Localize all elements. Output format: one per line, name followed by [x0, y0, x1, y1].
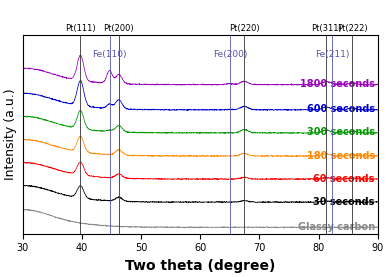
Text: Pt(222): Pt(222) [337, 24, 368, 33]
Text: 600 seconds: 600 seconds [307, 104, 375, 114]
Text: 30 seconds: 30 seconds [314, 197, 375, 207]
X-axis label: Two theta (degree): Two theta (degree) [125, 259, 275, 273]
Text: Pt(111): Pt(111) [65, 24, 96, 33]
Text: 180 seconds: 180 seconds [307, 151, 375, 161]
Text: Glassy carbon: Glassy carbon [298, 222, 375, 232]
Text: 1800 seconds: 1800 seconds [300, 79, 375, 89]
Text: 300 seconds: 300 seconds [307, 127, 375, 137]
Text: Pt(220): Pt(220) [229, 24, 260, 33]
Text: 60 seconds: 60 seconds [314, 174, 375, 184]
Text: Pt(200): Pt(200) [104, 24, 134, 33]
Text: Pt(311): Pt(311) [311, 24, 341, 33]
Text: Fe(200): Fe(200) [213, 50, 247, 59]
Text: Fe(211): Fe(211) [315, 50, 350, 59]
Y-axis label: Intensity (a.u.): Intensity (a.u.) [4, 89, 17, 180]
Text: Fe(110): Fe(110) [92, 50, 127, 59]
